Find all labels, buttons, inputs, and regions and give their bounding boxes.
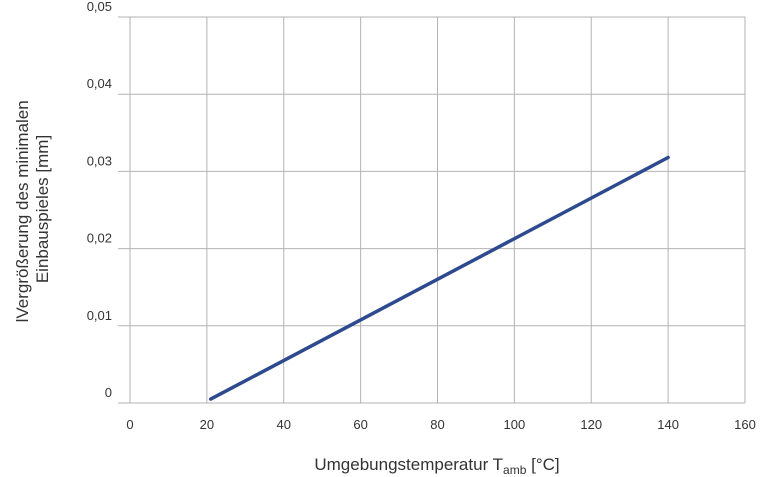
svg-text:lVergrößerung des minimalen: lVergrößerung des minimalen Einbauspiele… (13, 96, 52, 323)
x-tick-label: 20 (200, 417, 214, 432)
grid-lines (118, 16, 746, 404)
x-tick-label: 40 (277, 417, 291, 432)
series-line (208, 155, 670, 401)
y-tick-label: 0,01 (87, 308, 112, 323)
y-tick-label: 0,05 (87, 0, 112, 14)
x-tick-label: 120 (580, 417, 602, 432)
x-tick-label: 160 (734, 417, 756, 432)
x-tick-label: 80 (430, 417, 444, 432)
x-axis-ticks: 0 20 40 60 80 100 120 140 160 (126, 417, 755, 432)
y-tick-label: 0,02 (87, 231, 112, 246)
x-tick-label: 0 (126, 417, 133, 432)
y-tick-label: 0,04 (87, 76, 112, 91)
x-tick-label: 100 (504, 417, 526, 432)
y-tick-label: 0,03 (87, 153, 112, 168)
y-axis-ticks: 0 0,01 0,02 0,03 0,04 0,05 (87, 0, 112, 400)
x-axis-title: Umgebungstemperatur Tamb [°C] (314, 455, 559, 477)
series-layer (208, 155, 670, 401)
y-axis-title: lVergrößerung des minimalen Einbauspiele… (13, 96, 52, 323)
y-tick-label: 0 (105, 385, 112, 400)
x-tick-label: 60 (353, 417, 367, 432)
x-tick-label: 140 (657, 417, 679, 432)
